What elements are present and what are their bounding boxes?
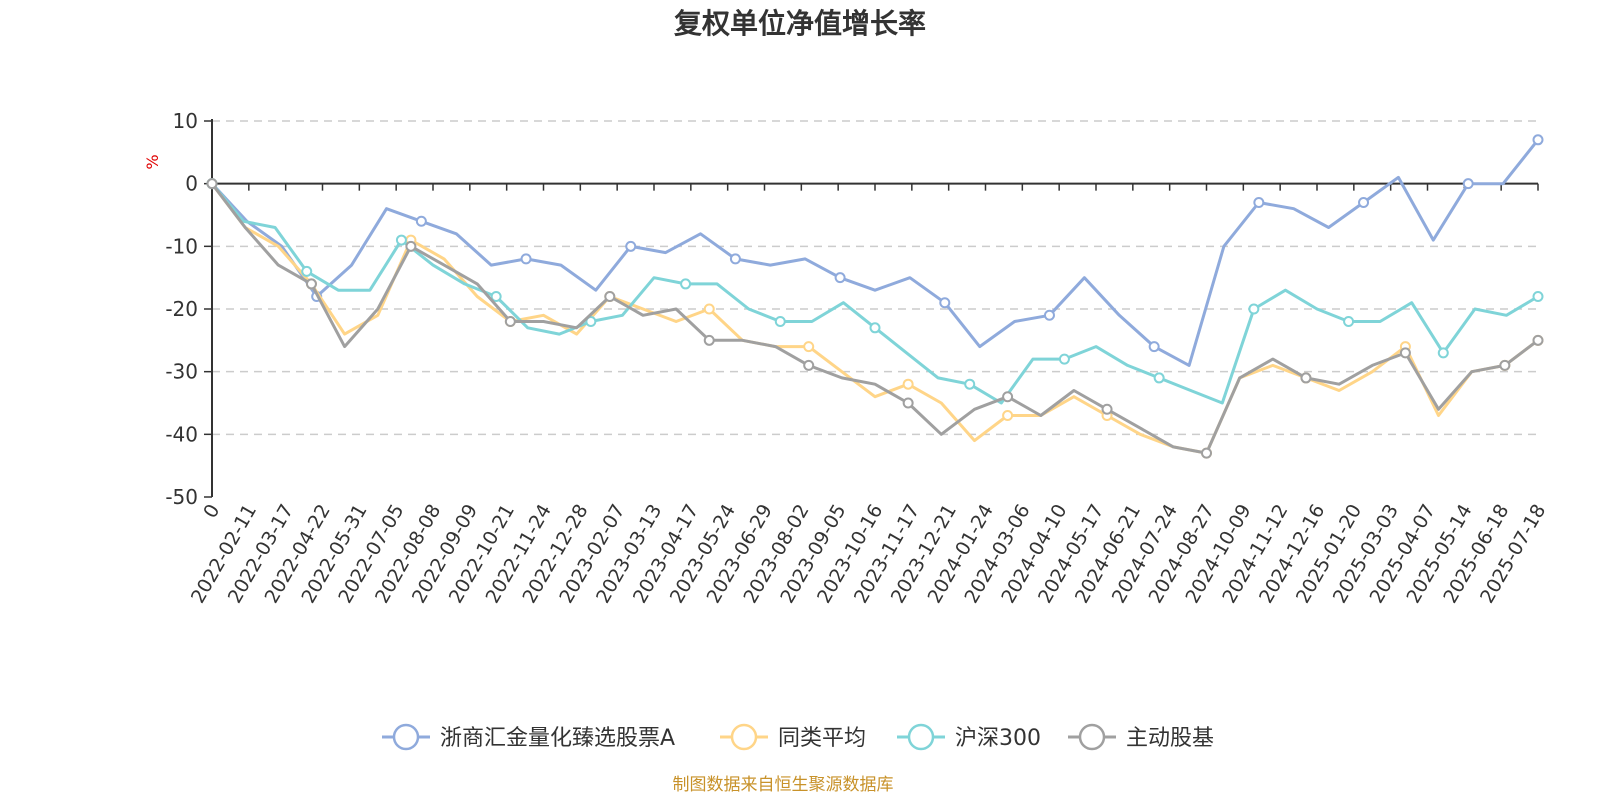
data-point [1043,309,1055,321]
data-point [305,278,317,290]
y-tick-label: -10 [165,234,198,258]
data-point [625,240,637,252]
data-point [1532,334,1544,346]
y-axis-unit: % [143,154,162,169]
series-3 [206,178,1544,459]
series-line [210,182,1539,455]
y-tick-label: -50 [165,485,198,509]
y-tick-label: 0 [185,172,198,196]
data-point [1153,372,1165,384]
data-point [964,378,976,390]
data-point [520,253,532,265]
data-point [1437,347,1449,359]
legend-marker-icon [907,723,935,751]
legend-marker-icon [1078,723,1106,751]
legend-label: 沪深300 [955,726,1041,751]
data-point [490,290,502,302]
legend-marker-icon [730,723,758,751]
y-tick-label: -20 [165,297,198,321]
data-point [1058,353,1070,365]
series-0 [206,134,1544,367]
data-point [1532,290,1544,302]
data-point [1101,403,1113,415]
series-line [210,182,1539,455]
data-point [604,290,616,302]
data-point [301,265,313,277]
data-point [1343,316,1355,328]
data-point [803,359,815,371]
y-axis: 10 0 -10 -20 -30 -40 -50 [165,109,213,509]
data-point [939,297,951,309]
grid-lines [212,120,1538,436]
data-point [585,316,597,328]
legend-label: 浙商汇金量化臻选股票A [440,726,675,751]
legend-label: 主动股基 [1126,726,1214,751]
data-point [729,253,741,265]
legend[interactable]: 浙商汇金量化臻选股票A 同类平均 沪深300 主动股基 [382,723,1214,751]
data-point [774,316,786,328]
data-point [1462,178,1474,190]
data-point [902,378,914,390]
legend-label: 同类平均 [778,726,866,751]
series-lines [206,134,1544,459]
chart-title: 复权单位净值增长率 [674,7,926,40]
data-point [1499,359,1511,371]
data-point [1248,303,1260,315]
y-tick-label: -40 [165,422,198,446]
y-tick-label: 10 [173,109,198,133]
legend-item[interactable]: 同类平均 [720,723,866,751]
data-point [703,303,715,315]
series-line [210,138,1540,367]
legend-marker-icon [392,723,420,751]
data-point [415,215,427,227]
data-point [703,334,715,346]
data-point [1002,391,1014,403]
data-point [869,322,881,334]
x-axis: 02022-02-112022-03-172022-04-222022-05-3… [187,182,1550,607]
data-point [1253,196,1265,208]
data-point [680,278,692,290]
data-point [1532,134,1544,146]
data-point [395,234,407,246]
legend-item[interactable]: 主动股基 [1068,723,1214,751]
x-tick-label: 0 [199,501,224,522]
data-point [405,240,417,252]
data-point [1002,410,1014,422]
data-point [834,272,846,284]
data-point [1201,447,1212,459]
legend-item[interactable]: 浙商汇金量化臻选股票A [382,723,675,751]
y-tick-label: -30 [165,360,198,384]
data-point [1148,341,1160,353]
data-point [206,178,218,190]
data-point [803,341,815,353]
data-source: 制图数据来自恒生聚源数据库 [673,775,894,795]
data-point [902,397,914,409]
data-point [1399,347,1411,359]
data-point [504,316,516,328]
data-point [1300,372,1312,384]
data-point [1358,196,1370,208]
legend-item[interactable]: 沪深300 [897,723,1041,751]
